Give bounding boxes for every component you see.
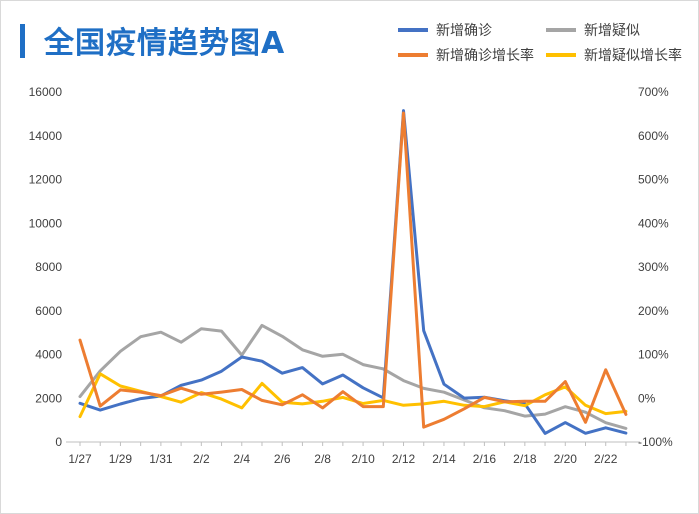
y-left-tick-label: 14000: [29, 129, 63, 143]
x-tick-label: 2/20: [554, 452, 578, 466]
legend-swatch-confirmed-growth: [398, 53, 428, 57]
x-tick-label: 1/29: [109, 452, 133, 466]
y-left-tick-label: 10000: [29, 216, 63, 230]
y-left-tick-label: 6000: [35, 304, 62, 318]
x-tick-label: 2/12: [392, 452, 416, 466]
legend: 新增确诊 新增疑似 新增确诊增长率 新增疑似增长率: [398, 20, 698, 70]
y-right-tick-label: 0%: [638, 391, 656, 405]
x-tick-label: 1/27: [68, 452, 92, 466]
y-right-tick-label: 500%: [638, 173, 669, 187]
title-accent-bar: [20, 24, 25, 58]
y-right-tick-label: 600%: [638, 129, 669, 143]
legend-item-suspected-growth: 新增疑似增长率: [546, 45, 682, 65]
y-right-tick-label: 400%: [638, 216, 669, 230]
series-line-confirmed-growth: [78, 111, 628, 429]
x-tick-label: 2/6: [274, 452, 291, 466]
x-tick-label: 2/10: [351, 452, 375, 466]
y-left-tick-label: 12000: [29, 173, 63, 187]
x-tick-label: 1/31: [149, 452, 173, 466]
legend-label-suspected-growth: 新增疑似增长率: [584, 48, 682, 64]
legend-item-suspected: 新增疑似: [546, 20, 640, 40]
legend-label-suspected: 新增疑似: [584, 23, 640, 39]
legend-label-confirmed: 新增确诊: [436, 23, 492, 39]
y-right-tick-label: 700%: [638, 85, 669, 99]
y-left-tick-label: 4000: [35, 348, 62, 362]
legend-swatch-suspected: [546, 28, 576, 32]
y-right-tick-label: 300%: [638, 260, 669, 274]
y-right-tick-label: 200%: [638, 304, 669, 318]
series-line-suspected: [78, 323, 628, 430]
series-line-confirmed: [78, 109, 628, 435]
x-tick-label: 2/8: [314, 452, 331, 466]
chart-title: 全国疫情趋势图A: [44, 26, 286, 61]
legend-swatch-confirmed: [398, 28, 428, 32]
y-right-tick-label: -100%: [638, 435, 673, 449]
x-tick-label: 2/2: [193, 452, 210, 466]
y-left-tick-label: 16000: [29, 85, 63, 99]
y-left-tick-label: 2000: [35, 391, 62, 405]
legend-item-confirmed-growth: 新增确诊增长率: [398, 45, 534, 65]
legend-label-confirmed-growth: 新增确诊增长率: [436, 48, 534, 64]
x-tick-label: 2/16: [473, 452, 497, 466]
y-right-tick-label: 100%: [638, 348, 669, 362]
legend-item-confirmed: 新增确诊: [398, 20, 492, 40]
x-tick-label: 2/4: [233, 452, 250, 466]
y-left-tick-label: 8000: [35, 260, 62, 274]
x-tick-label: 2/14: [432, 452, 456, 466]
x-tick-label: 2/22: [594, 452, 618, 466]
x-tick-label: 2/18: [513, 452, 537, 466]
legend-swatch-suspected-growth: [546, 53, 576, 57]
y-left-tick-label: 0: [55, 435, 62, 449]
